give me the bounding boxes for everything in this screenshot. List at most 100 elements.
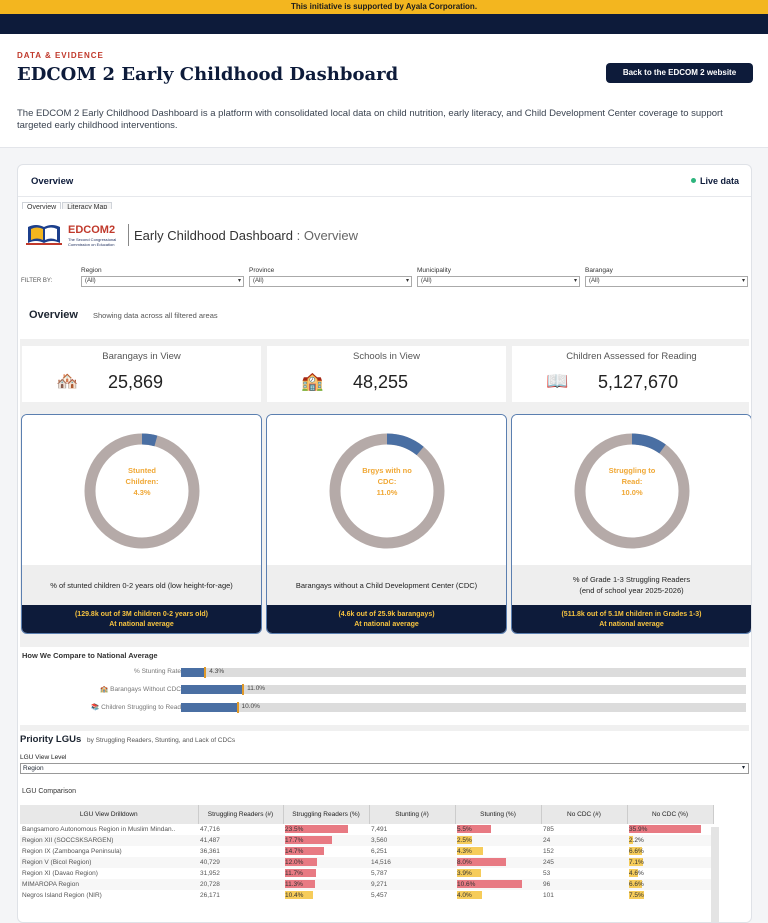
table-cell: 6,251 bbox=[371, 848, 388, 855]
table-row[interactable]: Region IX (Zamboanga Peninsula) 36,361 14.… bbox=[20, 846, 713, 857]
table-header[interactable]: Stunting (%) bbox=[455, 805, 542, 824]
table-cell-value: 4.3% bbox=[457, 848, 472, 855]
table-cell: 26,171 bbox=[200, 892, 220, 899]
comparison-value: 4.3% bbox=[209, 668, 225, 675]
kpi-value: 5,127,670 bbox=[598, 372, 679, 392]
kpi-label: Children Assessed for Reading bbox=[566, 351, 697, 362]
section-kicker: DATA & EVIDENCE bbox=[17, 51, 104, 60]
live-indicator: Live data bbox=[690, 176, 739, 186]
table-bar-cell: 4.0% bbox=[455, 890, 541, 901]
kpi-label: Barangays in View bbox=[102, 351, 181, 362]
top-navbar bbox=[0, 14, 768, 34]
card-title: Overview bbox=[31, 176, 74, 187]
table-cell: 3,560 bbox=[369, 835, 455, 846]
overview-subtitle: Showing data across all filtered areas bbox=[93, 311, 218, 320]
table-value-bar bbox=[629, 869, 639, 877]
comparison-track bbox=[181, 703, 746, 712]
donut-card-stunting[interactable]: Stunted Children: 4.3% % of stunted childr… bbox=[21, 414, 262, 634]
school-icon: 🏫 bbox=[301, 371, 324, 391]
overview-title: Overview bbox=[29, 309, 78, 321]
table-header[interactable]: Struggling Readers (%) bbox=[283, 805, 370, 824]
table-cell-value: 3.9% bbox=[457, 870, 472, 877]
barangay-select[interactable]: (All) ▾ bbox=[585, 276, 748, 287]
donut-value-arc bbox=[574, 433, 690, 549]
open-book-logo-icon bbox=[26, 225, 62, 245]
view-tabs: Overview Literacy Map bbox=[22, 196, 113, 212]
page-header: DATA & EVIDENCE EDCOM 2 Early Childhood … bbox=[0, 34, 768, 148]
tab-literacy-map[interactable]: Literacy Map bbox=[62, 202, 113, 212]
table-bar-cell: 23.5% bbox=[283, 824, 369, 835]
donut-caption: % of Grade 1-3 Struggling Readers (end of… bbox=[512, 565, 751, 605]
filter-by-label: FILTER BY: bbox=[21, 278, 53, 284]
donut-footer: (511.8k out of 5.1M children in Grades 1… bbox=[512, 605, 751, 633]
table-value-bar bbox=[629, 891, 644, 899]
table-row[interactable]: Region XI (Davao Region) 31,952 11.7% 5,787… bbox=[20, 868, 713, 879]
table-row[interactable]: Negros Island Region (NIR) 26,171 10.4% 5,4… bbox=[20, 890, 713, 901]
kpi-value: 48,255 bbox=[353, 372, 409, 392]
tab-overview[interactable]: Overview bbox=[22, 202, 62, 212]
municipality-select-value: (All) bbox=[421, 278, 432, 284]
lgu-level-select[interactable]: Region ▾ bbox=[20, 763, 749, 774]
table-header[interactable]: LGU View Drilldown bbox=[20, 805, 199, 824]
donut-card-no-cdc[interactable]: Brgys with no CDC: 11.0% Barangays without… bbox=[266, 414, 507, 634]
table-row[interactable]: Bangsamoro Autonomous Region in Muslim M… bbox=[20, 824, 713, 835]
table-row[interactable]: Region V (Bicol Region) 40,729 12.0% 14,516… bbox=[20, 857, 713, 868]
table-value-bar bbox=[457, 869, 481, 877]
table-header[interactable]: Struggling Readers (#) bbox=[198, 805, 284, 824]
province-select[interactable]: (All) ▾ bbox=[249, 276, 412, 287]
edcom-logo-subtext: The Second Congressional Commission on E… bbox=[68, 237, 117, 247]
table-cell: Region XI (Davao Region) bbox=[22, 870, 98, 877]
table-cell: Negros Island Region (NIR) bbox=[22, 892, 102, 899]
table-cell: 785 bbox=[543, 826, 554, 833]
table-header[interactable]: No CDC (%) bbox=[627, 805, 714, 824]
table-bar-cell: 11.3% bbox=[283, 879, 369, 890]
table-row[interactable]: Region XII (SOCCSKSARGEN) 41,487 17.7% 3,56… bbox=[20, 835, 713, 846]
table-cell: 47,716 bbox=[200, 826, 220, 833]
dashboard-title: Early Childhood Dashboard : Overview bbox=[134, 228, 358, 243]
chevron-down-icon: ▾ bbox=[741, 278, 745, 284]
back-to-website-button[interactable]: Back to the EDCOM 2 website bbox=[606, 63, 753, 83]
table-bar-cell: 8.0% bbox=[455, 857, 541, 868]
table-bar-cell: 12.0% bbox=[283, 857, 369, 868]
donut-value-arc bbox=[329, 433, 445, 549]
table-cell: 101 bbox=[543, 892, 554, 899]
national-average-marker bbox=[242, 684, 245, 695]
table-cell: 41,487 bbox=[198, 835, 283, 846]
table-bar-cell: 11.7% bbox=[283, 868, 369, 879]
houses-icon: 🏘️ bbox=[56, 371, 79, 391]
table-bar-cell: 14.7% bbox=[283, 846, 369, 857]
table-cell: 7,491 bbox=[371, 826, 388, 833]
region-select[interactable]: (All) ▾ bbox=[81, 276, 244, 287]
table-header[interactable]: No CDC (#) bbox=[541, 805, 628, 824]
table-bar-cell: 3.9% bbox=[455, 868, 541, 879]
table-cell: 9,271 bbox=[369, 879, 455, 890]
table-cell-value: 4.0% bbox=[457, 892, 472, 899]
struggling-readers-donut bbox=[574, 433, 690, 549]
table-scrollbar[interactable] bbox=[711, 827, 719, 922]
table-value-bar bbox=[285, 858, 317, 866]
table-value-bar bbox=[457, 891, 482, 899]
table-cell-value: 11.3% bbox=[285, 881, 303, 888]
tableau-viz: EDCOM2 The Second Congressional Commissi… bbox=[20, 209, 751, 922]
municipality-select[interactable]: (All) ▾ bbox=[417, 276, 580, 287]
table-cell-value: 12.0% bbox=[285, 859, 304, 866]
table-header[interactable]: Stunting (#) bbox=[369, 805, 456, 824]
barangay-filter: Barangay (All) ▾ bbox=[585, 267, 748, 287]
table-row[interactable]: MIMAROPA Region 20,728 11.3% 9,271 10.6% 96 6.… bbox=[20, 879, 713, 890]
live-dot-icon bbox=[690, 178, 696, 183]
table-cell: 40,729 bbox=[198, 857, 283, 868]
donut-caption: Barangays without a Child Development Ce… bbox=[267, 565, 506, 605]
table-cell-value: 17.7% bbox=[285, 837, 304, 844]
comparison-value: 11.0% bbox=[247, 685, 266, 692]
page-title: EDCOM 2 Early Childhood Dashboard bbox=[17, 64, 399, 85]
table-cell-value: 35.9% bbox=[629, 826, 648, 833]
donut-card-struggling-readers[interactable]: Struggling to Read: 10.0% % of Grade 1-3 S… bbox=[511, 414, 751, 634]
table-cell-value: 10.6% bbox=[457, 881, 476, 888]
dashboard-header: EDCOM2 The Second Congressional Commissi… bbox=[20, 209, 749, 259]
dashboard-card: Overview Live data Overview Literacy Map … bbox=[17, 164, 752, 923]
comparison-row-label: 🏫 Barangays Without CDC bbox=[100, 686, 181, 693]
kpi-label: Schools in View bbox=[353, 351, 420, 362]
donut-value-arc bbox=[84, 433, 200, 549]
no-cdc-donut bbox=[329, 433, 445, 549]
table-value-bar bbox=[457, 880, 523, 888]
